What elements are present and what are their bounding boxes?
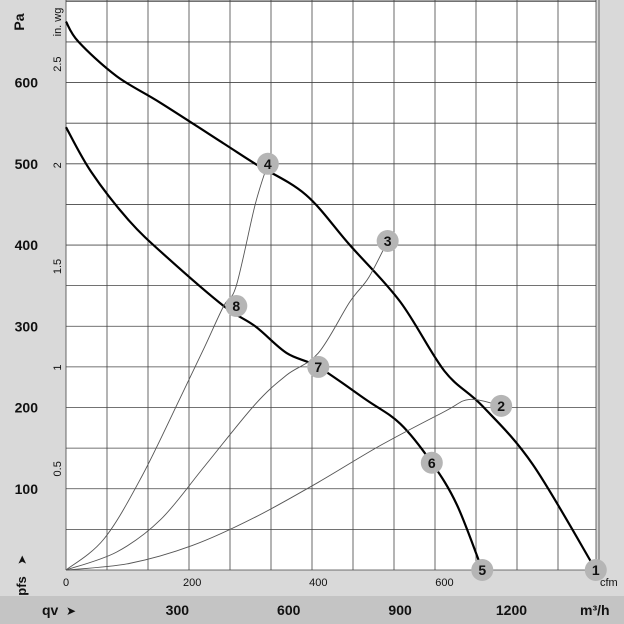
y-tick-label: 600: [15, 75, 39, 91]
marker-6-circle: [420, 451, 443, 474]
x-symbol: qv: [42, 602, 59, 618]
y-tick-label: 400: [15, 237, 39, 253]
x2-tick-label: 900: [388, 602, 412, 618]
fan-curve-1: [65, 21, 597, 571]
marker-2-label: 2: [497, 398, 505, 414]
y2-tick-label: 0.5: [52, 461, 64, 476]
marker-4-label: 4: [264, 156, 272, 172]
x-tick-label: 600: [435, 577, 453, 589]
system-curve-5: [65, 163, 269, 571]
y2-tick-label: 2.5: [52, 56, 64, 71]
marker-7-circle: [307, 355, 330, 378]
plot-area: [66, 0, 596, 570]
system-curve-4: [65, 240, 389, 571]
x-tick-label: 200: [183, 577, 201, 589]
marker-5-circle: [471, 559, 494, 581]
marker-1-circle: [584, 559, 607, 581]
y2-tick-label: 1: [52, 365, 64, 371]
x-arrow: ➤: [66, 604, 76, 618]
y-axis-unit: Pa: [11, 13, 27, 30]
marker-6-label: 6: [428, 455, 436, 471]
y2-tick-label: 2: [52, 162, 64, 168]
x2-tick-label: 1200: [496, 602, 527, 618]
grid: [65, 0, 600, 571]
system-curve-3: [65, 398, 502, 571]
x-axis-unit: cfm: [600, 577, 618, 589]
y-tick-label: 200: [15, 400, 39, 416]
axis-labels: 100 200 300 400 500 600 Pa 0.5 1 1.5 2 2.5 in. wg pfs…: [11, 8, 618, 596]
y-tick-label: 300: [15, 318, 39, 334]
operating-point-markers: 1 2 3 4 5 6 7 8: [225, 152, 607, 581]
x-tick-label: 400: [309, 577, 327, 589]
marker-4-circle: [256, 152, 279, 175]
marker-2-circle: [490, 394, 513, 417]
marker-5-label: 5: [478, 562, 486, 578]
y-symbol: pfs: [14, 576, 29, 596]
secondary-axis-band: [0, 596, 624, 624]
y2-axis-unit: in. wg: [52, 8, 64, 37]
x2-tick-label: 600: [277, 602, 301, 618]
marker-1-label: 1: [592, 562, 600, 578]
marker-7-label: 7: [314, 359, 322, 375]
y-tick-label: 500: [15, 156, 39, 172]
x2-tick-label: 300: [166, 602, 190, 618]
marker-8-label: 8: [232, 298, 240, 314]
curves: [65, 21, 597, 571]
marker-3-label: 3: [384, 233, 392, 249]
y-tick-label: 100: [15, 481, 39, 497]
secondary-axis-labels: 300 600 900 1200 qv ➤ m³/h: [42, 602, 610, 618]
marker-3-circle: [376, 229, 399, 252]
y2-tick-label: 1.5: [52, 259, 64, 274]
x-tick-label: 0: [63, 577, 69, 589]
x2-axis-unit: m³/h: [580, 602, 610, 618]
marker-8-circle: [225, 294, 248, 317]
y-arrow: ➤: [15, 555, 29, 565]
